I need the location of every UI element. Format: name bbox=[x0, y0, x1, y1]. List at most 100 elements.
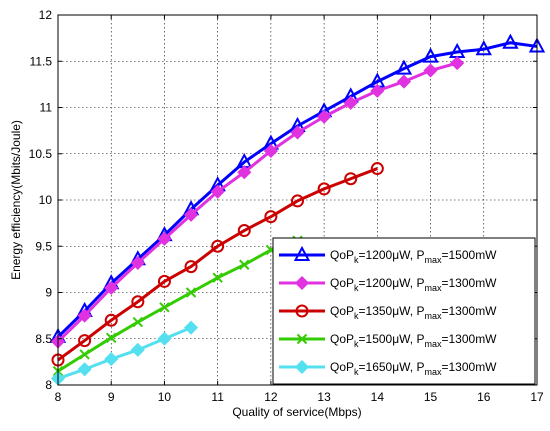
legend-text: =1650μW, P bbox=[359, 360, 425, 374]
data-point bbox=[104, 352, 119, 367]
data-point bbox=[157, 274, 171, 288]
x-tick-label: 17 bbox=[530, 390, 544, 404]
x-tick-label: 14 bbox=[371, 390, 385, 404]
x-marker-stroke bbox=[185, 287, 197, 298]
legend-text: =1300mW bbox=[441, 360, 497, 374]
data-point bbox=[396, 74, 412, 89]
data-point bbox=[237, 224, 251, 238]
y-tick-label: 8 bbox=[45, 378, 52, 392]
x-tick-label: 15 bbox=[424, 390, 438, 404]
legend-text: QoP bbox=[330, 248, 354, 262]
x-marker-stroke bbox=[296, 333, 308, 345]
data-point bbox=[239, 259, 250, 270]
data-point bbox=[395, 59, 413, 75]
data-point bbox=[132, 316, 144, 328]
data-point bbox=[344, 172, 358, 186]
legend-text: =1500mW bbox=[441, 248, 497, 262]
data-point bbox=[423, 63, 438, 78]
data-point bbox=[317, 109, 332, 124]
legend-entry-2: QoPk=1200μW, Pmax=1300mW bbox=[279, 275, 497, 293]
legend-text: =1200μW, P bbox=[359, 276, 425, 290]
legend-text: QoP bbox=[330, 304, 354, 318]
data-point bbox=[106, 332, 117, 344]
series-5 bbox=[50, 320, 199, 386]
data-point bbox=[184, 260, 198, 274]
legend-label: QoPk=1350μW, Pmax=1300mW bbox=[330, 304, 497, 321]
series-2 bbox=[50, 56, 465, 349]
y-tick-label: 8.5 bbox=[35, 332, 52, 346]
legend-marker bbox=[296, 333, 308, 345]
data-point bbox=[159, 302, 170, 313]
data-point bbox=[78, 334, 92, 348]
data-point bbox=[183, 320, 199, 335]
tick-layer: 8 9 10 11 12 13 14 15 16 17 8 8.5 9 9.5 10 10.5 11 11.5 12 bbox=[29, 8, 544, 404]
y-tick-label: 10.5 bbox=[29, 147, 53, 161]
y-tick-label: 11 bbox=[40, 101, 53, 115]
legend-marker bbox=[294, 275, 310, 291]
legend-label: QoPk=1650μW, Pmax=1300mW bbox=[330, 360, 497, 377]
legend-subscript: max bbox=[424, 311, 442, 321]
x-marker-stroke bbox=[212, 272, 223, 283]
legend-text: QoP bbox=[330, 276, 354, 290]
x-tick-label: 8 bbox=[55, 390, 62, 404]
data-point bbox=[77, 362, 92, 377]
series-layer bbox=[49, 33, 546, 386]
legend-subscript: max bbox=[424, 283, 442, 293]
data-point bbox=[185, 287, 197, 298]
y-tick-label: 9 bbox=[45, 286, 52, 300]
y-tick-label: 12 bbox=[39, 8, 53, 22]
data-point bbox=[212, 272, 223, 283]
legend-subscript: max bbox=[424, 339, 442, 349]
data-point bbox=[370, 162, 384, 176]
data-point bbox=[263, 143, 278, 159]
data-point bbox=[104, 313, 118, 327]
data-point bbox=[343, 95, 358, 110]
legend-marker bbox=[293, 245, 311, 261]
data-point bbox=[157, 331, 172, 346]
x-marker-stroke bbox=[106, 332, 117, 344]
x-tick-label: 12 bbox=[264, 390, 278, 404]
legend-marker bbox=[295, 304, 309, 318]
legend-text: QoP bbox=[330, 332, 354, 346]
legend-subscript: k bbox=[354, 311, 359, 321]
legend-text: =1200μW, P bbox=[359, 248, 425, 262]
legend-subscript: max bbox=[424, 367, 442, 377]
x-tick-label: 9 bbox=[108, 390, 115, 404]
legend-entry-5: QoPk=1650μW, Pmax=1300mW bbox=[279, 359, 497, 377]
data-point bbox=[502, 33, 519, 49]
series-line bbox=[57, 167, 378, 362]
y-tick-label: 10 bbox=[39, 193, 53, 207]
data-point bbox=[157, 231, 172, 246]
y-tick-label: 9.5 bbox=[35, 239, 52, 253]
legend-text: QoP bbox=[330, 360, 354, 374]
data-point bbox=[130, 255, 145, 270]
data-point bbox=[183, 207, 199, 222]
data-point bbox=[77, 308, 92, 323]
legend-marker bbox=[294, 359, 310, 375]
legend-subscript: max bbox=[424, 255, 442, 265]
data-point bbox=[79, 349, 90, 360]
legend-label: QoPk=1200μW, Pmax=1500mW bbox=[330, 248, 497, 265]
legend-subscript: k bbox=[354, 339, 359, 349]
legend-subscript: k bbox=[354, 255, 359, 265]
series-line bbox=[57, 239, 298, 373]
x-axis-title: Quality of service(Mbps) bbox=[232, 405, 361, 419]
legend-text: =1300mW bbox=[441, 276, 497, 290]
legend-text: =1300mW bbox=[441, 332, 497, 346]
series-line bbox=[56, 61, 458, 343]
data-point bbox=[290, 125, 305, 140]
data-point bbox=[370, 83, 385, 98]
data-point bbox=[130, 342, 145, 357]
data-point bbox=[291, 194, 304, 208]
data-point bbox=[475, 40, 492, 56]
data-point bbox=[450, 56, 465, 71]
data-point bbox=[264, 210, 278, 224]
legend-entry-3: QoPk=1350μW, Pmax=1300mW bbox=[279, 304, 497, 321]
legend-label: QoPk=1200μW, Pmax=1300mW bbox=[330, 276, 497, 293]
data-point bbox=[317, 182, 331, 196]
x-tick-label: 10 bbox=[158, 390, 172, 404]
data-point bbox=[211, 239, 225, 253]
x-tick-label: 16 bbox=[477, 390, 491, 404]
